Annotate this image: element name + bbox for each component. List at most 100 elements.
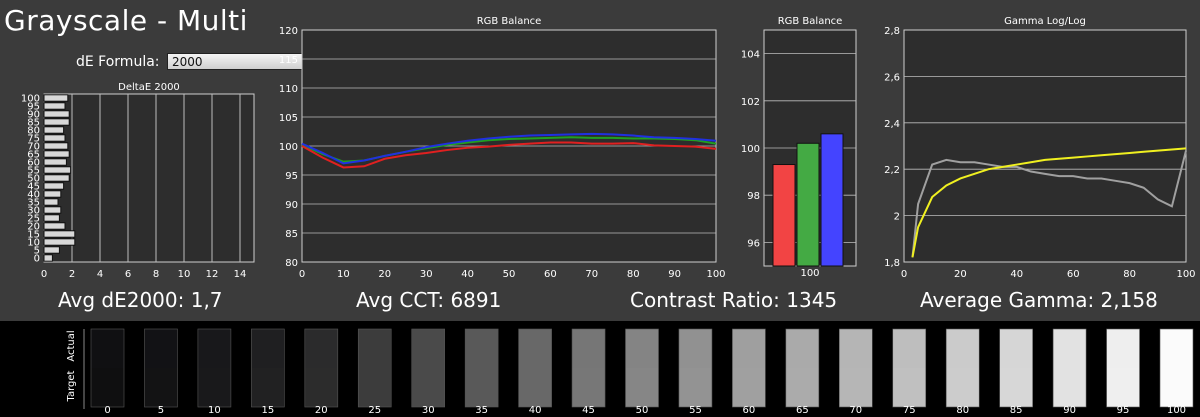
gamma-y-tick: 2,8 xyxy=(884,26,900,37)
rgb-line-title: RGB Balance xyxy=(477,16,542,27)
swatch-label: 15 xyxy=(261,405,274,416)
de-y-tick: 25 xyxy=(27,214,40,225)
swatch-label: 95 xyxy=(1117,405,1130,416)
swatch-label: 40 xyxy=(529,405,542,416)
de-y-tick: 60 xyxy=(27,158,40,169)
rgb-line-x-tick: 60 xyxy=(544,269,557,280)
swatch-target xyxy=(839,368,873,407)
gamma-y-tick: 2,6 xyxy=(884,72,900,83)
de-bar xyxy=(43,142,69,150)
rgb-line-x-tick: 40 xyxy=(461,269,474,280)
swatch-actual xyxy=(625,329,659,368)
swatch-actual xyxy=(465,329,499,368)
rgb-bar-green xyxy=(796,142,820,267)
de-y-tick: 55 xyxy=(27,166,40,177)
swatch-target xyxy=(999,368,1033,407)
swatch-target xyxy=(678,368,712,407)
de-bar xyxy=(43,134,66,142)
swatch-row-label-actual: Actual xyxy=(66,330,77,361)
de-bar xyxy=(43,102,66,110)
de-x-tick: 0 xyxy=(41,269,47,280)
de-x-tick: 14 xyxy=(234,269,247,280)
de-bar xyxy=(43,174,70,182)
de-bar xyxy=(43,110,70,118)
rgb-line-x-tick: 20 xyxy=(378,269,391,280)
de-y-tick: 50 xyxy=(27,174,40,185)
swatch-actual xyxy=(91,329,124,368)
swatch-target xyxy=(785,368,819,407)
swatch-label: 60 xyxy=(743,405,756,416)
swatch-actual xyxy=(304,329,338,368)
de-bar xyxy=(43,222,66,230)
swatch-label: 20 xyxy=(315,405,328,416)
rgb-line-x-tick: 90 xyxy=(668,269,681,280)
rgb-line-y-tick: 105 xyxy=(279,113,298,124)
de-y-tick: 75 xyxy=(27,134,40,145)
swatch-frame xyxy=(1159,328,1194,408)
rgb-line-y-tick: 100 xyxy=(279,142,298,153)
swatch-actual xyxy=(518,329,552,368)
de-x-tick: 12 xyxy=(206,269,219,280)
swatch-actual xyxy=(999,329,1033,368)
de-chart-title: DeltaE 2000 xyxy=(118,82,180,93)
swatch-frame xyxy=(732,328,766,408)
swatch-target xyxy=(946,368,980,407)
swatch-frame xyxy=(999,328,1033,408)
de-y-tick: 40 xyxy=(27,190,40,201)
rgb-line-y-tick: 80 xyxy=(285,258,298,269)
swatch-frame xyxy=(251,328,285,408)
swatch-label: 10 xyxy=(208,405,221,416)
gamma-actual-line xyxy=(911,150,1187,258)
de-bar xyxy=(43,214,60,222)
swatch-label: 85 xyxy=(1010,405,1023,416)
swatch-actual xyxy=(678,329,712,368)
de-y-tick: 45 xyxy=(27,182,40,193)
swatch-target xyxy=(251,368,285,407)
rgb-line-x-tick: 10 xyxy=(337,269,350,280)
swatch-target xyxy=(1160,368,1193,407)
rgb-line-red xyxy=(301,141,717,169)
swatch-label: 30 xyxy=(422,405,435,416)
gamma-chart-title: Gamma Log/Log xyxy=(1004,16,1086,27)
avg-de-stat: Avg dE2000: 1,7 xyxy=(58,288,223,312)
gamma-y-tick: 2,4 xyxy=(884,119,900,130)
de-bar xyxy=(43,238,76,246)
gamma-y-tick: 2 xyxy=(894,212,900,223)
swatch-frame xyxy=(1106,328,1140,408)
swatch-label: 0 xyxy=(104,405,110,416)
de-y-tick: 65 xyxy=(27,150,40,161)
swatch-actual xyxy=(1053,329,1087,368)
rgb-bar-blue xyxy=(820,133,844,267)
rgb-line-x-tick: 100 xyxy=(706,269,725,280)
de-x-tick: 4 xyxy=(97,269,103,280)
swatch-frame xyxy=(464,328,499,408)
avg-gamma-stat: Average Gamma: 2,158 xyxy=(920,288,1158,312)
de-bar xyxy=(43,206,62,214)
formula-value: 2000 xyxy=(171,55,203,69)
swatch-frame xyxy=(571,328,606,408)
de-bar xyxy=(43,182,65,190)
de-x-tick: 8 xyxy=(153,269,159,280)
swatch-label: 50 xyxy=(636,405,649,416)
swatch-target xyxy=(91,368,124,407)
rgb-line-x-tick: 80 xyxy=(627,269,640,280)
de-y-tick: 15 xyxy=(27,230,40,241)
de-bar xyxy=(43,254,53,262)
swatch-frame xyxy=(518,328,552,408)
rgb-line-blue xyxy=(301,132,717,165)
swatch-target xyxy=(625,368,659,407)
de-bar xyxy=(43,166,72,174)
de-bar xyxy=(43,118,70,126)
swatch-frame xyxy=(197,328,232,408)
swatch-label: 25 xyxy=(368,405,381,416)
de-y-tick: 100 xyxy=(21,94,40,105)
gamma-x-tick: 0 xyxy=(901,269,907,280)
rgb-line-x-tick: 70 xyxy=(585,269,598,280)
swatch-target xyxy=(1106,368,1140,407)
rgb-line-y-tick: 85 xyxy=(285,229,298,240)
swatch-actual xyxy=(1160,329,1193,368)
swatch-frame xyxy=(625,328,659,408)
swatch-frame xyxy=(144,328,178,408)
rgb-line-y-tick: 115 xyxy=(279,55,298,66)
contrast-stat: Contrast Ratio: 1345 xyxy=(630,288,838,312)
